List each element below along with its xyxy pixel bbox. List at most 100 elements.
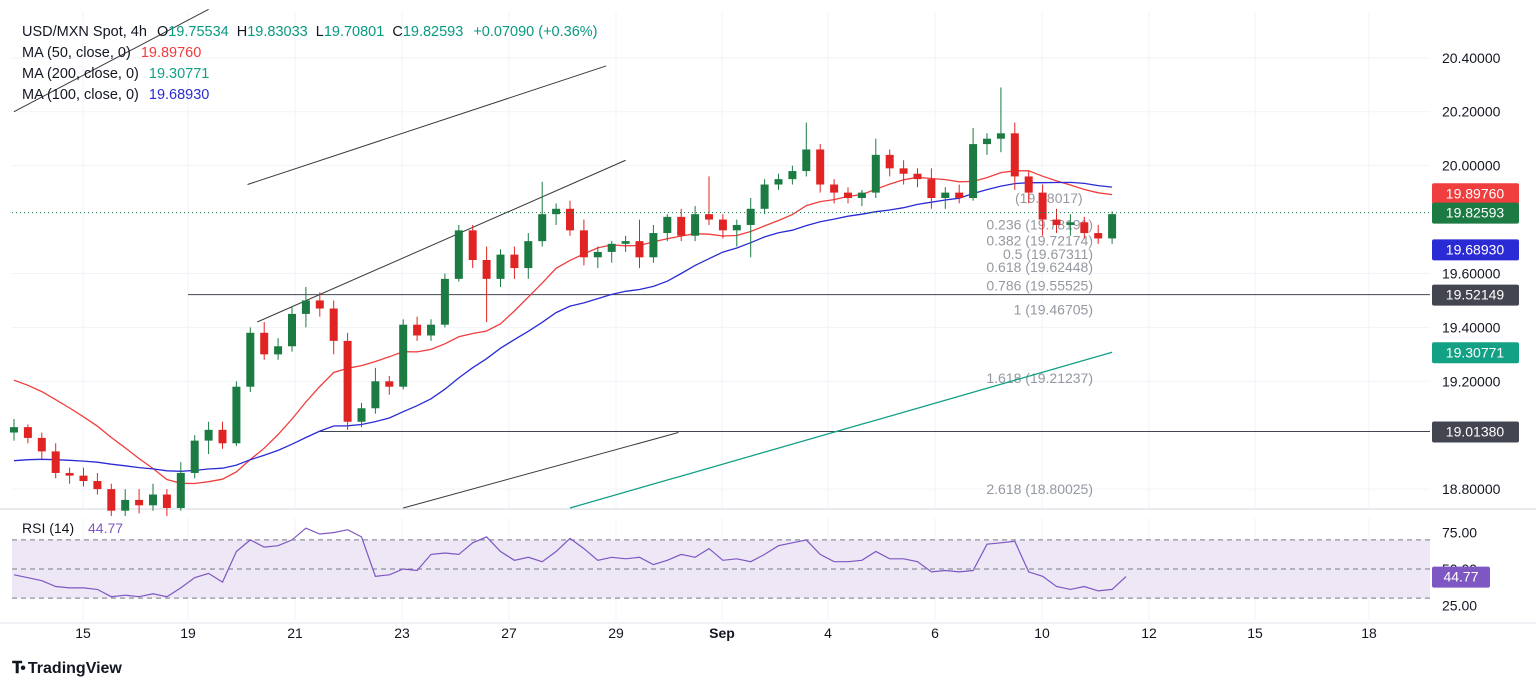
candle-body[interactable] <box>760 184 769 209</box>
candle-body[interactable] <box>454 230 463 279</box>
candle-body[interactable] <box>246 332 255 387</box>
candle-body[interactable] <box>955 192 964 198</box>
candle-body[interactable] <box>621 241 630 244</box>
candle-body[interactable] <box>1038 192 1047 220</box>
candle-body[interactable] <box>149 494 157 506</box>
candle-body[interactable] <box>510 254 519 269</box>
candle-body[interactable] <box>274 346 283 355</box>
candle-body[interactable] <box>23 427 32 438</box>
candle-body[interactable] <box>705 214 713 220</box>
candle-body[interactable] <box>899 168 908 174</box>
y-tick-label: 19.60000 <box>1442 265 1501 281</box>
candle-body[interactable] <box>93 481 102 490</box>
tradingview-logo[interactable]: 𝐓• TradingView <box>12 660 122 678</box>
candle-body[interactable] <box>1010 133 1019 177</box>
candle-body[interactable] <box>677 216 686 236</box>
candle-body[interactable] <box>496 254 505 279</box>
channel-line[interactable] <box>13 8 209 113</box>
candle-body[interactable] <box>1066 222 1075 225</box>
candle-body[interactable] <box>830 184 839 193</box>
candle-body[interactable] <box>649 233 658 258</box>
candle-body[interactable] <box>816 149 825 185</box>
candle-body[interactable] <box>607 243 616 252</box>
legend-ma200[interactable]: MA (200, close, 0) 19.30771 <box>22 65 209 83</box>
candle-body[interactable] <box>691 214 700 236</box>
fib-label: 1 (19.46705) <box>1014 301 1093 317</box>
candle-body[interactable] <box>524 241 533 269</box>
candle-body[interactable] <box>1108 214 1117 239</box>
candle-body[interactable] <box>802 149 811 172</box>
candle-body[interactable] <box>162 494 171 508</box>
candle-body[interactable] <box>218 429 227 444</box>
candle-body[interactable] <box>538 214 547 242</box>
candle-body[interactable] <box>427 324 435 336</box>
candle-body[interactable] <box>440 278 449 325</box>
symbol-title[interactable]: USD/MXN Spot, 4h <box>22 24 147 40</box>
candle-body[interactable] <box>107 489 116 511</box>
candle-body[interactable] <box>190 440 199 473</box>
fib-label: 0.786 (19.55525) <box>986 278 1093 294</box>
candle-body[interactable] <box>413 324 422 336</box>
candle-body[interactable] <box>996 133 1005 139</box>
candle-body[interactable] <box>1052 219 1061 225</box>
candle-body[interactable] <box>232 386 241 444</box>
candle-body[interactable] <box>371 381 380 409</box>
candle-body[interactable] <box>37 437 46 452</box>
candle-body[interactable] <box>385 381 394 387</box>
candle-body[interactable] <box>566 208 574 231</box>
candle-body[interactable] <box>135 499 144 506</box>
channel-line[interactable] <box>247 65 607 185</box>
candle-body[interactable] <box>788 171 797 180</box>
candle-body[interactable] <box>1024 176 1033 193</box>
x-tick-label: 29 <box>608 625 624 641</box>
candle-body[interactable] <box>941 192 950 198</box>
candle-body[interactable] <box>121 499 130 511</box>
candle-body[interactable] <box>399 324 408 387</box>
candle-body[interactable] <box>857 192 866 198</box>
candle-body[interactable] <box>51 451 60 473</box>
candle-body[interactable] <box>301 300 310 314</box>
legend-ma100[interactable]: MA (100, close, 0) 19.68930 <box>22 86 209 104</box>
x-tick-label: 19 <box>180 625 196 641</box>
candle-body[interactable] <box>329 308 338 341</box>
candle-body[interactable] <box>552 208 561 215</box>
candle-body[interactable] <box>482 260 491 279</box>
candle-body[interactable] <box>1080 222 1089 234</box>
legend-ma50[interactable]: MA (50, close, 0) 19.89760 <box>22 44 201 62</box>
candle-body[interactable] <box>1094 233 1103 239</box>
candle-body[interactable] <box>844 192 852 198</box>
candle-body[interactable] <box>774 179 783 185</box>
candle-body[interactable] <box>635 241 644 258</box>
candle-body[interactable] <box>718 219 727 231</box>
candle-body[interactable] <box>315 300 324 309</box>
rsi-line[interactable] <box>13 527 1127 598</box>
candle-body[interactable] <box>204 429 213 441</box>
channel-line[interactable] <box>403 432 679 509</box>
candle-body[interactable] <box>593 251 602 258</box>
candle-body[interactable] <box>969 144 978 198</box>
candle-body[interactable] <box>746 208 755 225</box>
candle-body[interactable] <box>176 472 185 508</box>
candle-body[interactable] <box>65 472 74 476</box>
close-value: 19.82593 <box>402 24 464 40</box>
ma50-line[interactable] <box>13 170 1113 485</box>
candle-body[interactable] <box>579 230 588 258</box>
candle-body[interactable] <box>927 179 936 198</box>
y-tick-label: 20.20000 <box>1442 104 1501 120</box>
candle-body[interactable] <box>260 332 269 355</box>
candle-body[interactable] <box>343 340 352 422</box>
candle-body[interactable] <box>10 427 18 433</box>
candle-body[interactable] <box>871 154 880 193</box>
candle-body[interactable] <box>732 224 741 231</box>
candle-body[interactable] <box>663 216 672 234</box>
candle-body[interactable] <box>288 313 296 347</box>
candle-body[interactable] <box>885 154 894 169</box>
candle-body[interactable] <box>357 408 366 422</box>
ma100-line[interactable] <box>13 181 1113 472</box>
candle-body[interactable] <box>468 230 477 260</box>
candle-body[interactable] <box>79 475 88 482</box>
ma200-line[interactable] <box>569 351 1113 509</box>
candle-body[interactable] <box>983 138 991 145</box>
channel-line[interactable] <box>257 159 626 323</box>
candle-body[interactable] <box>913 173 922 180</box>
